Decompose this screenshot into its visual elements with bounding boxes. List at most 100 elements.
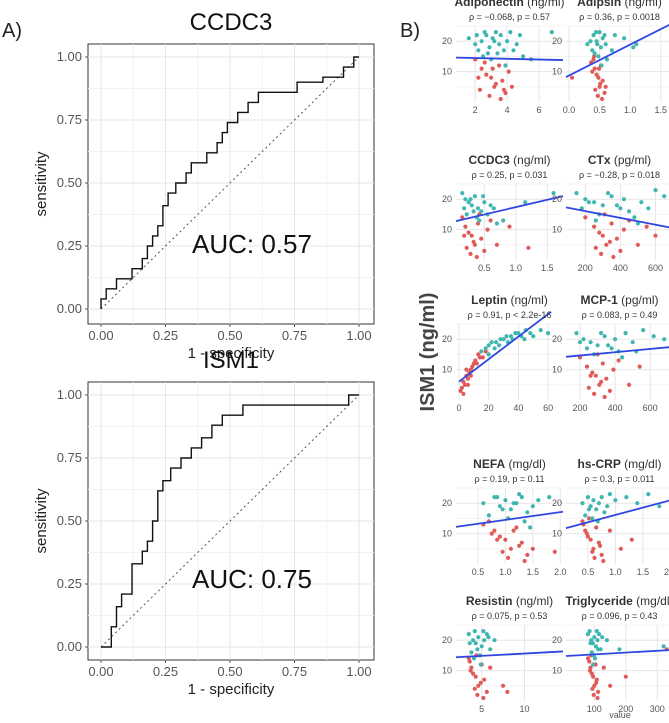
data-point-red xyxy=(494,242,499,247)
data-point-teal xyxy=(466,632,471,637)
data-point-teal xyxy=(474,33,479,38)
y-tick-label: 0.50 xyxy=(57,513,82,528)
data-point-red xyxy=(570,75,575,80)
data-point-red xyxy=(526,245,531,250)
regression-line xyxy=(455,56,564,61)
scatter-panel-leptin: Leptin (ng/ml) ρ = 0.91, p < 2.2e-16 0 20 40… xyxy=(442,293,563,413)
data-point-teal xyxy=(604,57,610,62)
data-point-red xyxy=(488,665,493,670)
scatter-stat: ρ = 0.096, p = 0.43 xyxy=(582,611,658,621)
data-point-red xyxy=(552,549,557,554)
data-point-teal xyxy=(531,334,536,339)
data-point-red xyxy=(607,528,613,533)
data-point-red xyxy=(489,531,494,536)
data-point-red xyxy=(519,540,524,545)
x-tick-label: 6 xyxy=(537,105,542,115)
x-tick-label: 2.0 xyxy=(664,567,669,577)
scatter-title: MCP-1 (pg/ml) xyxy=(580,293,658,307)
scatter-title-name: Triglyceride xyxy=(565,594,633,608)
data-point-red xyxy=(598,81,603,86)
data-point-red xyxy=(600,361,605,366)
scatter-stat: ρ = −0.28, p = 0.018 xyxy=(579,170,660,180)
scatter-title: Triglyceride (mg/dl) xyxy=(565,594,669,608)
data-point-teal xyxy=(588,340,593,345)
data-point-teal xyxy=(634,42,639,47)
data-point-teal xyxy=(482,638,487,643)
scatter-title: CCDC3 (ng/ml) xyxy=(468,153,550,167)
data-point-red xyxy=(463,224,468,229)
data-point-teal xyxy=(546,331,551,336)
data-point-red xyxy=(599,552,604,558)
data-point-teal xyxy=(505,39,510,44)
auc-label: AUC: 0.75 xyxy=(192,564,312,594)
scatter-title-unit: (ng/ml) xyxy=(510,153,551,167)
data-point-teal xyxy=(473,641,478,646)
y-tick-label: 10 xyxy=(552,225,562,235)
data-point-teal xyxy=(596,647,601,652)
data-point-red xyxy=(590,686,595,691)
data-point-teal xyxy=(595,638,600,643)
data-point-red xyxy=(489,75,494,80)
data-point-red xyxy=(614,236,620,241)
data-point-red xyxy=(479,236,484,241)
data-point-teal xyxy=(469,650,474,655)
data-point-teal xyxy=(475,647,480,652)
data-point-red xyxy=(484,72,489,77)
data-point-red xyxy=(595,93,600,98)
x-tick-label: 1.5 xyxy=(541,263,554,273)
y-tick-label: 20 xyxy=(552,334,562,344)
data-point-teal xyxy=(479,39,484,44)
data-point-teal xyxy=(462,206,467,211)
data-point-teal xyxy=(473,42,478,47)
data-point-teal xyxy=(585,42,590,47)
x-tick-label: 100 xyxy=(587,704,602,714)
x-tick-label: 0.50 xyxy=(217,664,242,679)
regression-line xyxy=(455,650,564,659)
x-tick-label: 1.5 xyxy=(655,105,668,115)
data-point-teal xyxy=(602,334,607,339)
data-point-teal xyxy=(513,331,518,336)
data-point-teal xyxy=(508,507,513,512)
data-point-red xyxy=(618,248,623,253)
data-point-teal xyxy=(478,662,483,667)
data-point-teal xyxy=(508,29,513,35)
data-point-teal xyxy=(511,48,516,53)
scatter-stat: ρ = 0.083, p = 0.49 xyxy=(582,310,658,320)
data-point-red xyxy=(603,84,608,89)
data-point-teal xyxy=(597,29,602,35)
scatter-title: CTx (pg/ml) xyxy=(588,153,651,167)
data-point-teal xyxy=(476,48,481,53)
scatter-stat: ρ = 0.36, p = 0.0018 xyxy=(579,12,660,22)
scatter-panel-resistin: Resistin (ng/ml) ρ = 0.075, p = 0.53 5 10 10… xyxy=(442,594,564,714)
data-point-teal xyxy=(593,644,599,649)
scatter-title-name: CCDC3 xyxy=(468,153,510,167)
data-point-teal xyxy=(609,194,614,199)
data-point-teal xyxy=(497,343,502,348)
data-point-teal xyxy=(464,212,469,217)
data-point-red xyxy=(592,391,597,396)
data-point-teal xyxy=(581,337,586,342)
scatter-title-name: Leptin xyxy=(471,293,507,307)
data-point-teal xyxy=(600,36,605,41)
data-point-red xyxy=(596,689,601,695)
panel-b-label: B) xyxy=(400,20,420,42)
data-point-teal xyxy=(574,191,579,196)
data-point-teal xyxy=(472,194,477,199)
data-point-teal xyxy=(495,51,500,56)
data-point-teal xyxy=(592,200,597,205)
auc-label: AUC: 0.57 xyxy=(192,229,312,259)
data-point-teal xyxy=(528,331,533,336)
x-tick-label: 1.0 xyxy=(499,567,512,577)
scatter-title-name: Resistin xyxy=(466,594,513,608)
x-tick-label: 60 xyxy=(543,403,553,413)
data-point-red xyxy=(503,90,508,95)
data-point-teal xyxy=(497,504,502,509)
scatter-panel-ctx: CTx (pg/ml) ρ = −0.28, p = 0.018 200 400 600… xyxy=(552,153,669,273)
roc-title: CCDC3 xyxy=(190,9,273,36)
scatter-stat: ρ = 0.3, p = 0.011 xyxy=(584,474,654,484)
data-point-red xyxy=(467,659,472,664)
data-point-teal xyxy=(501,48,506,53)
y-tick-label: 20 xyxy=(552,36,562,46)
y-axis-title: sensitivity xyxy=(33,488,50,554)
data-point-teal xyxy=(602,33,607,38)
